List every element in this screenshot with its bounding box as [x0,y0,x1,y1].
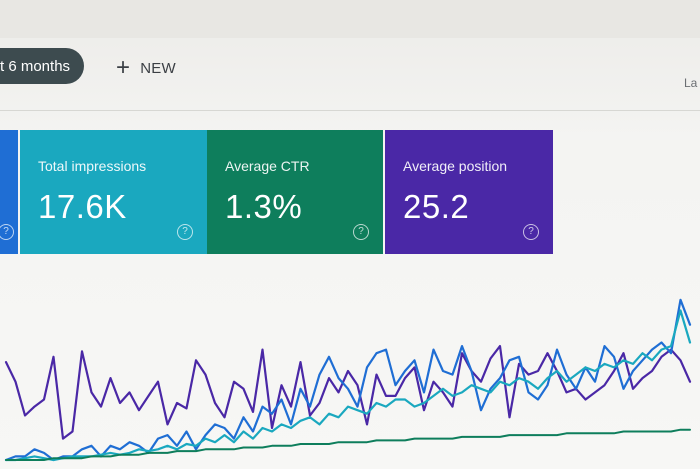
metric-label: Total impressions [38,158,147,174]
metric-cards: ? Total impressions 17.6K ? Average CTR … [0,130,560,254]
last-updated-text: La [684,76,698,90]
average-position-card[interactable]: Average position 25.2 ? [385,130,553,254]
total-impressions-card[interactable]: Total impressions 17.6K ? [20,130,207,254]
help-icon[interactable]: ? [0,224,14,240]
metric-value: 1.3% [225,188,303,225]
help-icon[interactable]: ? [177,224,193,240]
plus-icon: + [116,54,131,81]
series-line-1 [4,298,692,462]
filter-toolbar: t 6 months + NEW La [0,0,700,112]
date-range-label: t 6 months [0,57,71,75]
performance-chart [0,270,700,469]
new-button-label: NEW [140,59,176,77]
help-icon[interactable]: ? [353,224,369,240]
performance-chart-svg [4,298,692,462]
metric-label: Average position [403,158,508,174]
metric-value: 17.6K [38,188,127,225]
help-icon[interactable]: ? [523,224,539,240]
average-ctr-card[interactable]: Average CTR 1.3% ? [207,130,383,254]
total-clicks-card[interactable]: ? [0,130,18,254]
metric-label: Average CTR [225,158,310,174]
series-line-3 [5,428,691,461]
metric-value: 25.2 [403,188,470,225]
new-filter-button[interactable]: + NEW [116,55,176,81]
series-line-0 [4,345,692,440]
toolbar-divider [0,110,700,111]
date-range-filter-chip[interactable]: t 6 months [0,48,85,84]
top-app-bar [0,0,700,38]
